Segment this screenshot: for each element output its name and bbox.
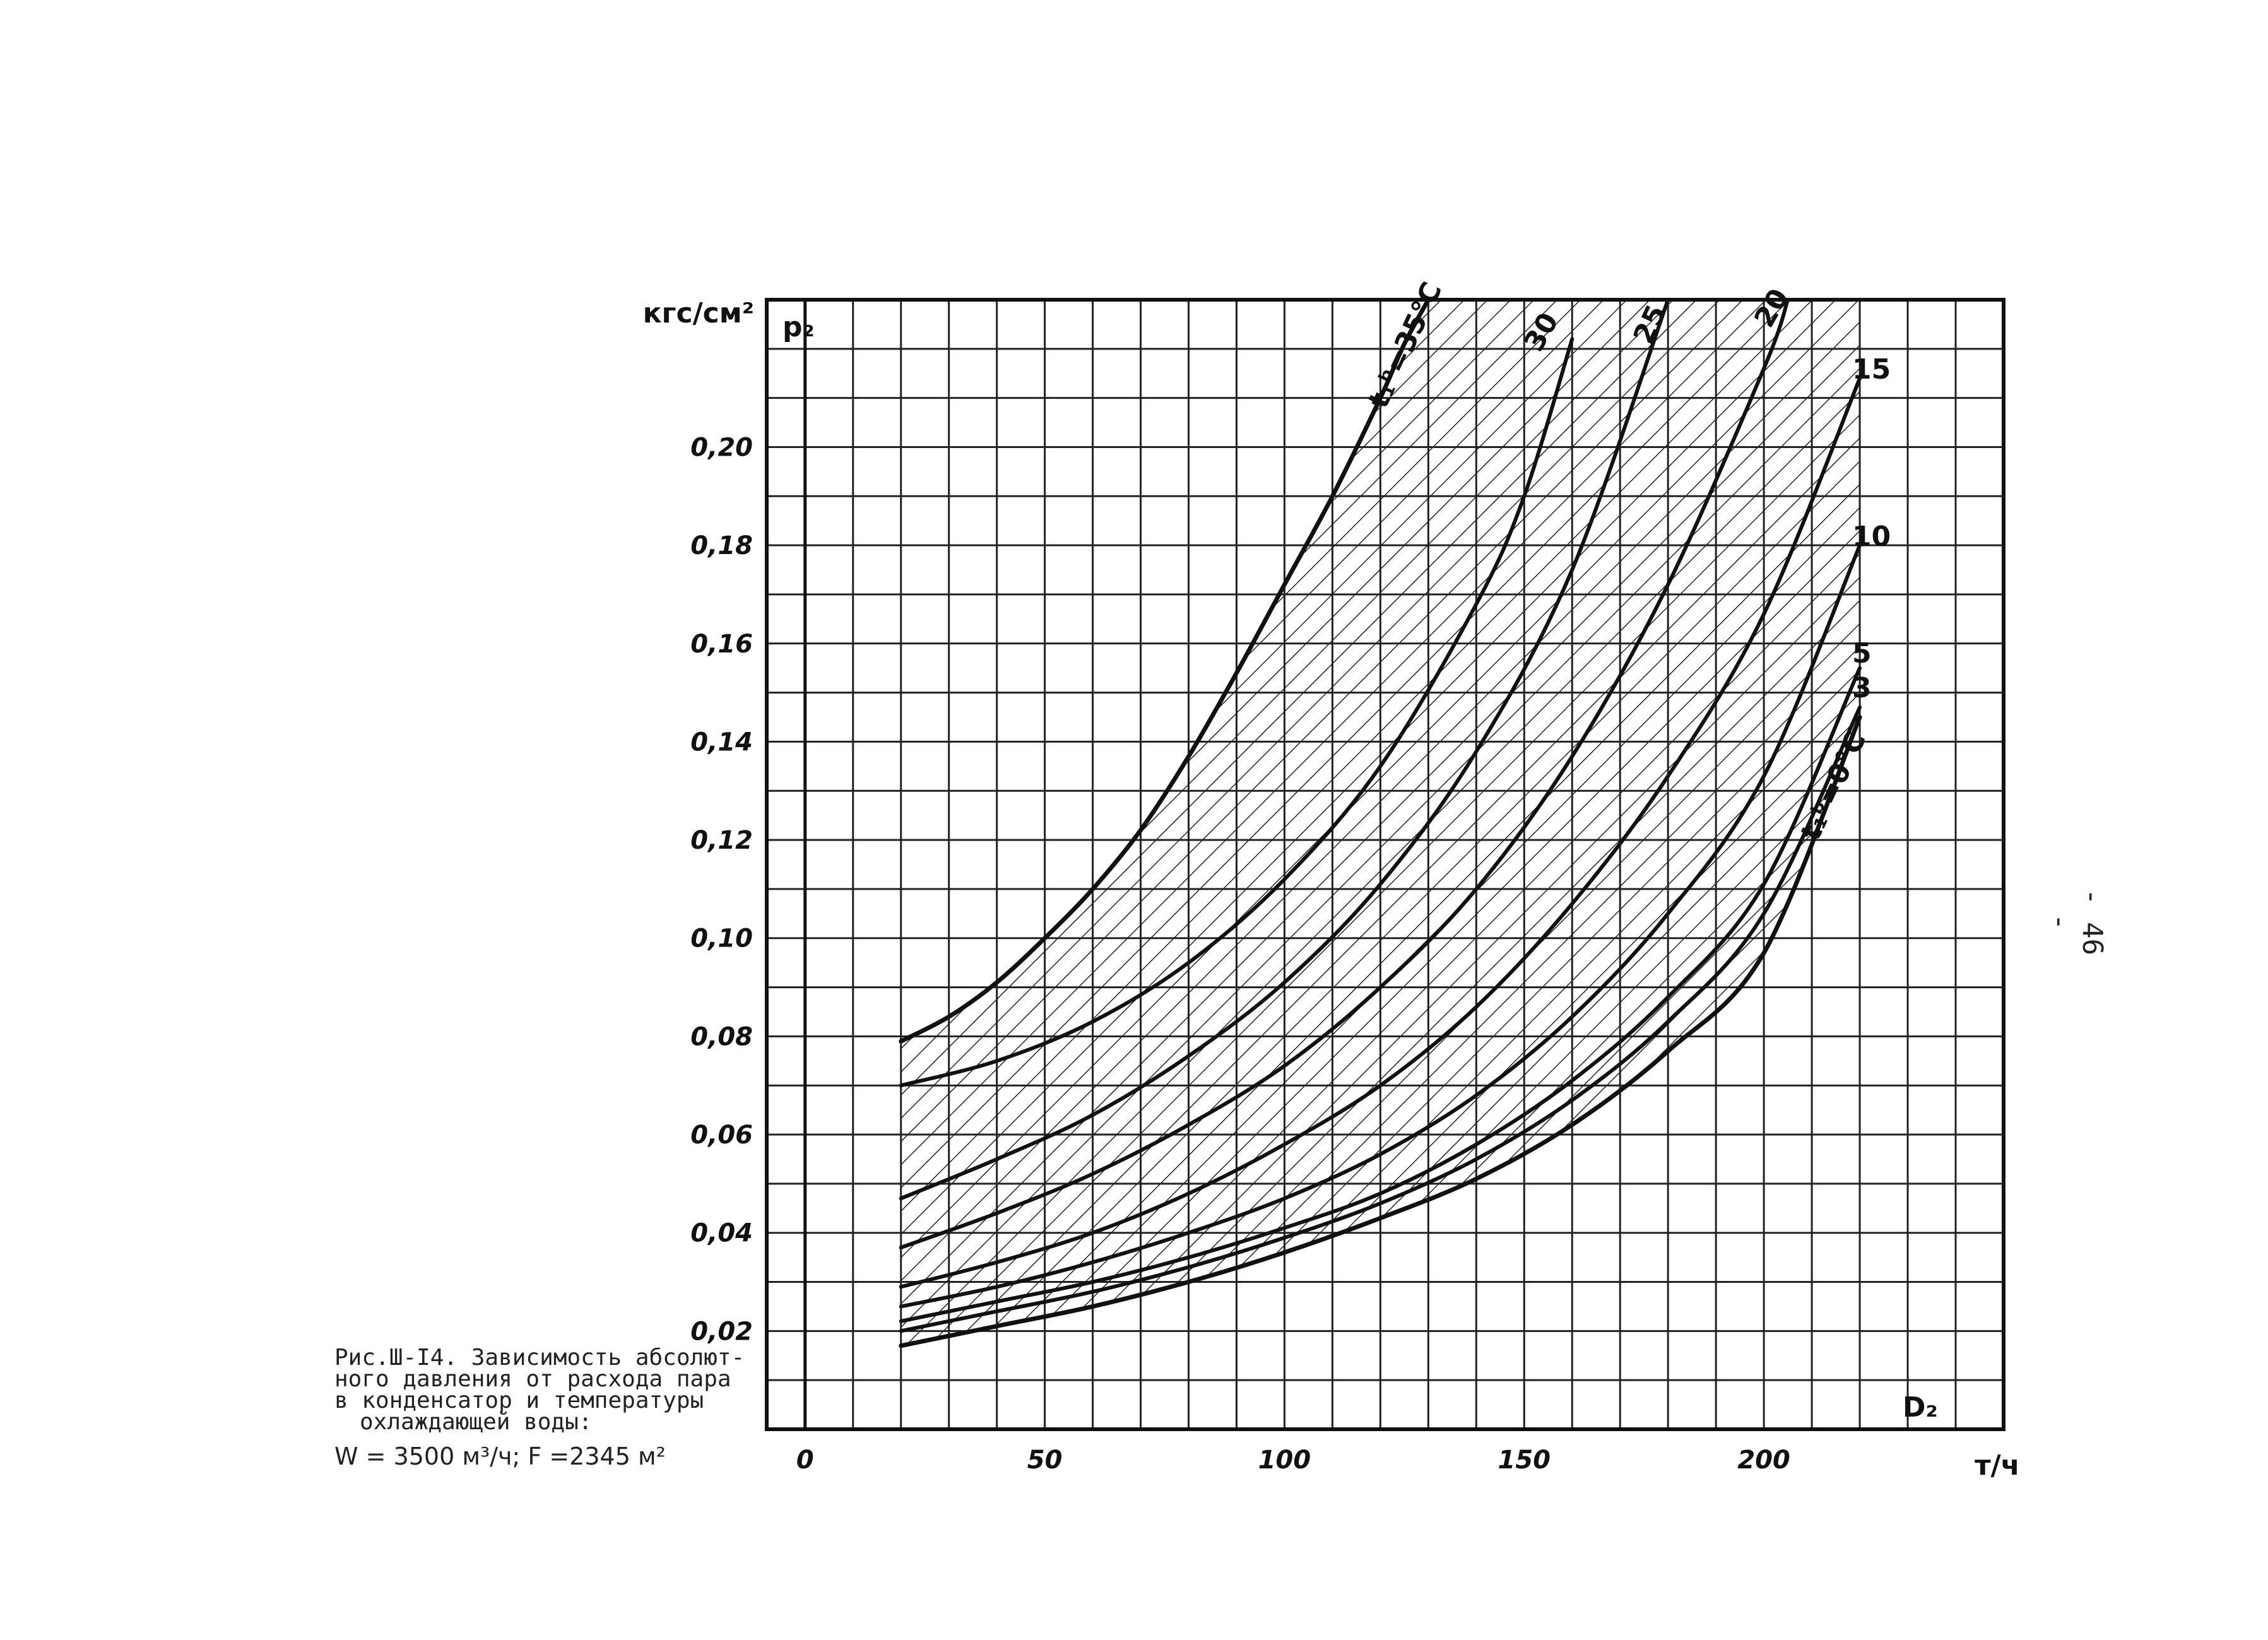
page-number: - 46 - xyxy=(2044,888,2108,955)
x-tick-label: 200 xyxy=(1737,1446,1790,1475)
figure-caption: Рис.Ш-I4. Зависимость абсолют- ного давл… xyxy=(334,1345,745,1470)
caption-line-1: Рис.Ш-I4. Зависимость абсолют- xyxy=(334,1345,745,1371)
x-tick-label: 150 xyxy=(1498,1446,1551,1475)
series-line-8 xyxy=(899,715,1862,1348)
caption-line-2: ного давления от расхода пара xyxy=(334,1366,731,1392)
hatch-fill xyxy=(901,300,1860,1346)
caption-line-3: в конденсатор и температуры xyxy=(334,1388,704,1413)
y-tick-label: 0,20 xyxy=(690,433,753,462)
plot-frame xyxy=(765,298,2005,1431)
y-tick-label: 0,16 xyxy=(690,630,753,659)
series-line-0 xyxy=(899,300,1431,1044)
y-unit-label: кгс/см² xyxy=(643,297,754,329)
series-line-2 xyxy=(899,300,1670,1201)
caption-params: W = 3500 м³/ч; F =2345 м² xyxy=(334,1442,666,1470)
y-tick-label: 0,08 xyxy=(690,1022,753,1051)
y-tick-label: 0,02 xyxy=(690,1317,753,1346)
series-line-6 xyxy=(899,666,1862,1323)
x-tick-label: 50 xyxy=(1027,1446,1063,1475)
series-group xyxy=(899,300,1862,1348)
series-label-6: 5 xyxy=(1852,637,1872,670)
y-tick-label: 0,04 xyxy=(690,1219,753,1248)
series-line-5 xyxy=(899,543,1862,1309)
y-tick-label: 0,10 xyxy=(690,924,753,953)
series-line-4 xyxy=(899,376,1862,1289)
y-tick-label: 0,18 xyxy=(690,531,753,560)
x-tick-label: 0 xyxy=(796,1446,814,1475)
axes xyxy=(765,298,2005,1431)
series-line-3 xyxy=(899,300,1790,1250)
y-tick-label: 0,14 xyxy=(690,728,753,757)
series-line-1 xyxy=(899,337,1574,1088)
series-label-4: 15 xyxy=(1852,353,1891,386)
y-tick-label: 0,12 xyxy=(690,826,753,855)
x-symbol-label: D₂ xyxy=(1903,1391,1938,1424)
series-label-7: 3 xyxy=(1852,672,1872,704)
series-label-5: 10 xyxy=(1852,521,1891,553)
series-line-7 xyxy=(899,705,1862,1333)
y-symbol-label: p₂ xyxy=(783,311,815,343)
y-tick-label: 0,06 xyxy=(690,1121,753,1150)
hatched-region xyxy=(901,300,1860,1346)
x-tick-label: 100 xyxy=(1258,1446,1311,1475)
x-unit-label: т/ч xyxy=(1975,1449,2020,1482)
caption-line-4: охлаждающей воды: xyxy=(360,1409,593,1435)
